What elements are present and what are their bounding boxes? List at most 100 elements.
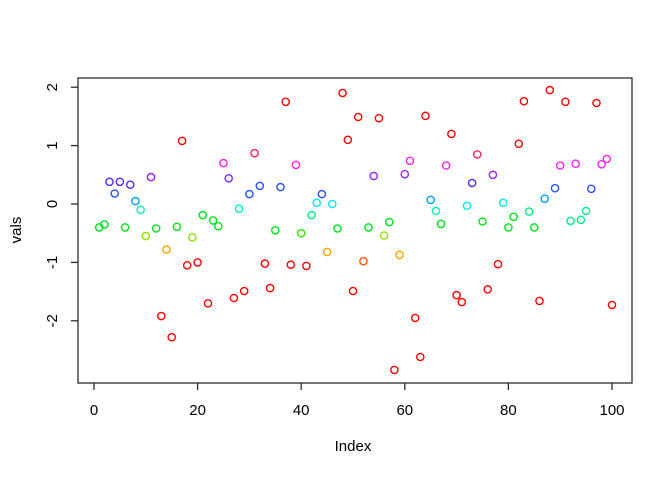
- data-point: [322, 247, 332, 257]
- data-point: [307, 210, 316, 220]
- data-point: [410, 313, 420, 323]
- data-point: [338, 88, 347, 98]
- data-point: [136, 205, 145, 215]
- data-point: [156, 311, 166, 321]
- data-point: [219, 158, 228, 168]
- data-point: [276, 182, 285, 192]
- data-point: [498, 198, 508, 208]
- data-point: [281, 97, 291, 107]
- data-point: [431, 206, 441, 216]
- data-point: [415, 352, 425, 362]
- data-point: [509, 212, 518, 222]
- data-point: [390, 365, 399, 375]
- data-point: [141, 231, 151, 241]
- data-point: [576, 215, 586, 225]
- data-point: [478, 217, 487, 226]
- data-point: [146, 172, 156, 182]
- data-point: [364, 223, 373, 232]
- data-point: [255, 181, 265, 191]
- data-point: [245, 189, 254, 199]
- x-axis-ticks: 0 20 40 60 80 100: [90, 383, 625, 419]
- data-point: [587, 184, 596, 194]
- y-tick-label: 2: [44, 83, 61, 91]
- data-point: [250, 148, 259, 158]
- data-point: [592, 98, 601, 108]
- data-point: [260, 259, 270, 268]
- data-point: [504, 223, 513, 232]
- data-point: [162, 245, 171, 254]
- plot-border-box: [77, 77, 633, 384]
- x-axis-label: Index: [335, 438, 372, 455]
- y-tick-label: 0: [44, 200, 61, 208]
- data-point: [607, 300, 617, 310]
- x-tick-label: 0: [90, 402, 98, 419]
- data-point: [441, 161, 451, 170]
- data-point: [296, 228, 306, 238]
- data-point: [353, 112, 363, 122]
- data-point: [203, 298, 213, 308]
- data-point: [126, 180, 135, 189]
- data-point: [291, 160, 301, 170]
- data-point: [105, 177, 114, 187]
- data-point: [312, 198, 322, 208]
- data-point: [120, 223, 130, 232]
- data-point: [467, 178, 477, 188]
- y-tick-label: 1: [44, 141, 61, 149]
- data-point: [131, 196, 140, 206]
- data-point: [286, 260, 296, 270]
- data-point: [524, 207, 534, 216]
- data-point: [167, 332, 176, 342]
- data-point: [545, 85, 555, 95]
- data-point: [426, 195, 436, 205]
- x-tick-label: 100: [599, 402, 624, 419]
- data-point: [462, 201, 472, 211]
- data-point: [193, 258, 202, 267]
- data-point: [457, 297, 467, 307]
- data-point: [172, 222, 182, 232]
- data-point: [561, 97, 570, 107]
- data-point: [115, 177, 125, 187]
- data-points-layer: [94, 85, 617, 375]
- y-tick-label: -1: [44, 256, 61, 269]
- data-point: [224, 173, 233, 183]
- data-point: [208, 216, 218, 225]
- x-tick-label: 20: [189, 402, 206, 419]
- y-axis-label: vals: [8, 217, 25, 244]
- data-point: [348, 286, 358, 296]
- data-point: [343, 135, 353, 145]
- data-point: [182, 260, 192, 270]
- data-point: [535, 296, 544, 306]
- data-point: [571, 159, 581, 168]
- data-point: [327, 199, 337, 209]
- x-tick-label: 80: [500, 402, 517, 419]
- x-tick-label: 40: [293, 402, 310, 419]
- data-point: [374, 113, 384, 123]
- x-tick-label: 60: [396, 402, 413, 419]
- data-point: [447, 129, 456, 139]
- data-point: [359, 256, 368, 266]
- data-point: [379, 231, 389, 240]
- data-point: [369, 171, 379, 181]
- data-point: [265, 283, 275, 293]
- data-point: [597, 159, 606, 169]
- data-point: [198, 210, 208, 220]
- data-point: [452, 290, 461, 300]
- data-point: [421, 111, 430, 121]
- data-point: [405, 156, 415, 166]
- data-point: [555, 161, 565, 170]
- data-point: [395, 250, 404, 260]
- data-point: [483, 284, 493, 294]
- y-axis-ticks: -2 -1 0 1 2: [44, 83, 78, 327]
- data-point: [229, 293, 239, 303]
- data-point: [317, 189, 327, 199]
- data-point: [234, 204, 244, 213]
- data-point: [530, 223, 539, 232]
- data-point: [519, 96, 529, 106]
- data-point: [488, 170, 498, 180]
- data-point: [602, 154, 612, 164]
- data-point: [581, 206, 591, 216]
- data-point: [110, 189, 119, 198]
- data-point: [188, 232, 197, 242]
